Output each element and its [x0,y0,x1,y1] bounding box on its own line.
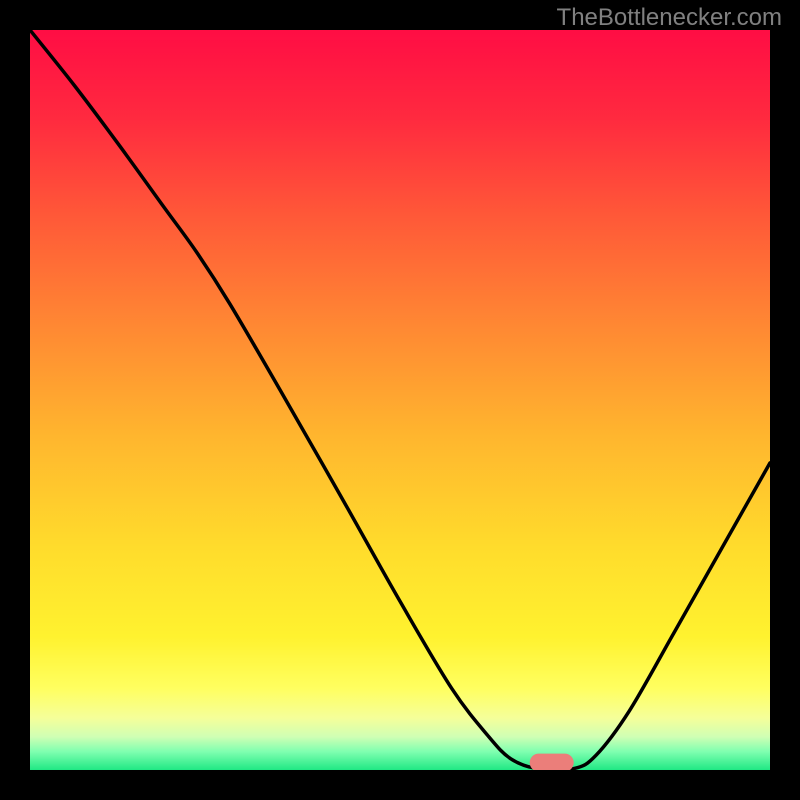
watermark-text: TheBottlenecker.com [557,4,782,32]
optimal-marker [530,754,574,770]
bottleneck-chart [30,30,770,770]
chart-container: TheBottlenecker.com [0,0,800,800]
